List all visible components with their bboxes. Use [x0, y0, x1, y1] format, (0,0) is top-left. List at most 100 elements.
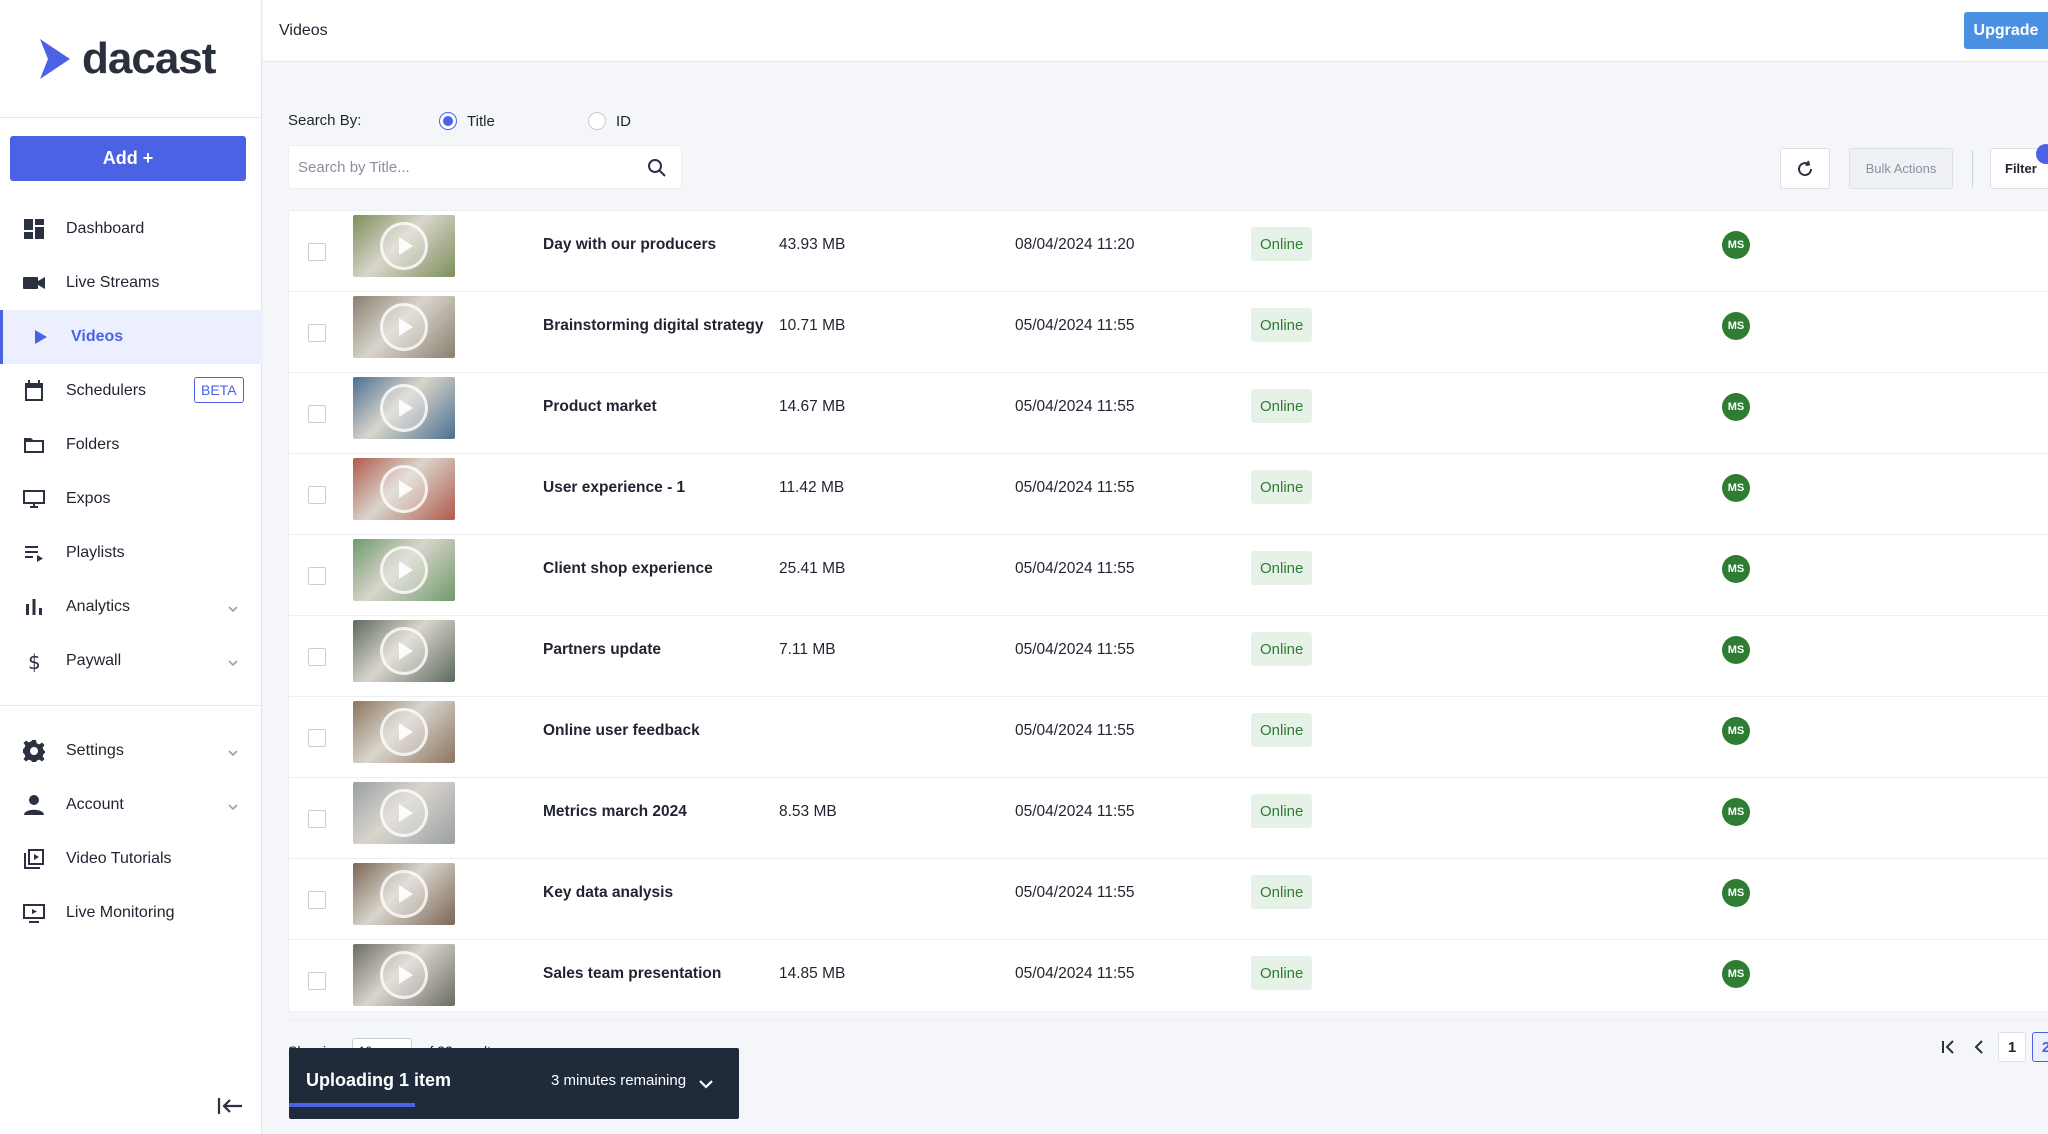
sidebar-item-label: Settings	[66, 742, 124, 759]
brand-logo[interactable]: dacast	[0, 0, 261, 118]
row-checkbox[interactable]	[308, 567, 326, 585]
owner-avatar: MS	[1722, 474, 1750, 502]
beta-badge: BETA	[194, 377, 244, 403]
video-thumbnail[interactable]	[353, 944, 455, 1006]
video-title[interactable]: Metrics march 2024	[543, 803, 687, 820]
upgrade-button[interactable]: Upgrade	[1964, 12, 2048, 49]
folder-icon	[22, 433, 46, 457]
chevron-down-icon[interactable]	[699, 1076, 713, 1089]
bulk-actions-button[interactable]: Bulk Actions	[1849, 148, 1953, 189]
video-thumbnail[interactable]	[353, 782, 455, 844]
table-row[interactable]: User experience - 1 11.42 MB 05/04/2024 11…	[289, 454, 2048, 535]
table-row[interactable]: Brainstorming digital strategy 10.71 MB 05…	[289, 292, 2048, 373]
dollar-icon: $	[22, 649, 46, 673]
chevron-down-icon[interactable]	[228, 799, 238, 811]
sidebar-item-schedulers[interactable]: Schedulers BETA	[0, 364, 262, 418]
row-checkbox[interactable]	[308, 810, 326, 828]
sidebar-item-video-tutorials[interactable]: Video Tutorials	[0, 832, 262, 886]
sidebar-item-expos[interactable]: Expos	[0, 472, 262, 526]
video-title[interactable]: Key data analysis	[543, 884, 674, 901]
chevron-down-icon[interactable]	[228, 601, 238, 613]
page-button-2[interactable]: 2	[2032, 1032, 2048, 1062]
table-row[interactable]: Metrics march 2024 8.53 MB 05/04/2024 11:5…	[289, 778, 2048, 859]
table-row[interactable]: Client shop experience 25.41 MB 05/04/2024…	[289, 535, 2048, 616]
play-overlay-icon	[380, 789, 428, 837]
video-title[interactable]: Partners update	[543, 641, 662, 658]
upload-status-toast[interactable]: Uploading 1 item 3 minutes remaining	[289, 1048, 739, 1119]
play-overlay-icon	[380, 951, 428, 999]
sidebar-item-folders[interactable]: Folders	[0, 418, 262, 472]
owner-avatar: MS	[1722, 798, 1750, 826]
sidebar-item-label: Paywall	[66, 652, 122, 669]
search-by-id-radio[interactable]: ID	[588, 112, 631, 130]
chevron-down-icon[interactable]	[228, 745, 238, 757]
table-row[interactable]: Day with our producers 43.93 MB 08/04/2024…	[289, 211, 2048, 292]
video-title[interactable]: Sales team presentation	[543, 965, 722, 982]
sidebar-item-live-streams[interactable]: Live Streams	[0, 256, 262, 310]
first-page-icon[interactable]	[1938, 1036, 1960, 1058]
collapse-sidebar-icon[interactable]	[216, 1096, 244, 1116]
play-overlay-icon	[380, 465, 428, 513]
sidebar-item-settings[interactable]: Settings	[0, 724, 262, 778]
table-row[interactable]: Online user feedback 05/04/2024 11:55 Onli…	[289, 697, 2048, 778]
video-table: Day with our producers 43.93 MB 08/04/2024…	[288, 210, 2048, 1021]
video-thumbnail[interactable]	[353, 620, 455, 682]
sidebar-item-dashboard[interactable]: Dashboard	[0, 202, 262, 256]
sidebar-item-account[interactable]: Account	[0, 778, 262, 832]
monitor-icon	[22, 487, 46, 511]
video-thumbnail[interactable]	[353, 458, 455, 520]
video-size: 10.71 MB	[779, 317, 846, 334]
table-row[interactable]: Partners update 7.11 MB 05/04/2024 11:55 On…	[289, 616, 2048, 697]
video-thumbnail[interactable]	[353, 863, 455, 925]
page-button-1[interactable]: 1	[1998, 1032, 2026, 1062]
chevron-down-icon[interactable]	[228, 655, 238, 667]
status-badge: Online	[1251, 632, 1313, 666]
row-checkbox[interactable]	[308, 486, 326, 504]
video-title[interactable]: Day with our producers	[543, 236, 717, 253]
status-badge: Online	[1251, 308, 1313, 342]
video-thumbnail[interactable]	[353, 296, 455, 358]
video-title[interactable]: Client shop experience	[543, 560, 713, 577]
video-size: 43.93 MB	[779, 236, 846, 253]
sidebar-item-videos[interactable]: Videos	[0, 310, 262, 364]
previous-page-icon[interactable]	[1968, 1036, 1990, 1058]
play-overlay-icon	[380, 627, 428, 675]
search-input[interactable]	[289, 146, 619, 188]
table-row[interactable]: Product market 14.67 MB 05/04/2024 11:55 On…	[289, 373, 2048, 454]
add-button[interactable]: Add +	[10, 136, 246, 181]
search-by-title-radio[interactable]: Title	[439, 112, 495, 130]
video-date: 05/04/2024 11:55	[1015, 479, 1135, 496]
sidebar-item-analytics[interactable]: Analytics	[0, 580, 262, 634]
row-checkbox[interactable]	[308, 891, 326, 909]
row-checkbox[interactable]	[308, 729, 326, 747]
table-row[interactable]: Sales team presentation 14.85 MB 05/04/202…	[289, 940, 2048, 1021]
video-thumbnail[interactable]	[353, 215, 455, 277]
video-title[interactable]: Product market	[543, 398, 657, 415]
sidebar-nav: Dashboard Live Streams Videos Schedulers…	[0, 202, 262, 940]
upload-progress-fill	[289, 1103, 415, 1107]
row-checkbox[interactable]	[308, 324, 326, 342]
search-icon[interactable]	[647, 158, 667, 178]
video-thumbnail[interactable]	[353, 539, 455, 601]
sidebar-item-paywall[interactable]: $ Paywall	[0, 634, 262, 688]
play-overlay-icon	[380, 222, 428, 270]
status-badge: Online	[1251, 794, 1313, 828]
sidebar-item-label: Account	[66, 796, 124, 813]
video-title[interactable]: Brainstorming digital strategy	[543, 317, 764, 334]
video-thumbnail[interactable]	[353, 701, 455, 763]
row-checkbox[interactable]	[308, 243, 326, 261]
refresh-button[interactable]	[1780, 148, 1830, 189]
row-checkbox[interactable]	[308, 405, 326, 423]
video-thumbnail[interactable]	[353, 377, 455, 439]
owner-avatar: MS	[1722, 879, 1750, 907]
sidebar-item-label: Playlists	[66, 544, 125, 561]
row-checkbox[interactable]	[308, 972, 326, 990]
sidebar-item-playlists[interactable]: Playlists	[0, 526, 262, 580]
table-row[interactable]: Key data analysis 05/04/2024 11:55 Online M…	[289, 859, 2048, 940]
sidebar-item-live-monitoring[interactable]: Live Monitoring	[0, 886, 262, 940]
search-box	[288, 145, 682, 189]
video-title[interactable]: Online user feedback	[543, 722, 700, 739]
pagination: 1 2	[1938, 1032, 2048, 1062]
video-title[interactable]: User experience - 1	[543, 479, 686, 496]
row-checkbox[interactable]	[308, 648, 326, 666]
